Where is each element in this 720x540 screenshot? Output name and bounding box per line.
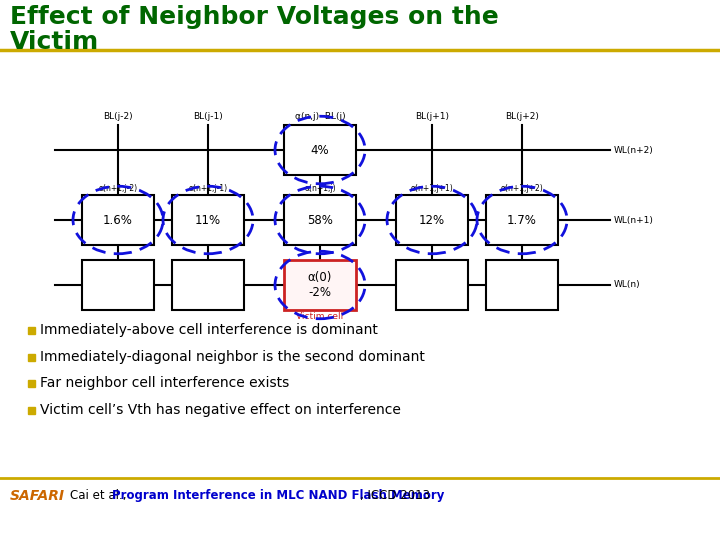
- Text: α(n+1,j-2): α(n+1,j-2): [99, 184, 138, 193]
- Text: Victim: Victim: [10, 30, 99, 54]
- Text: Immediately-diagonal neighbor is the second dominant: Immediately-diagonal neighbor is the sec…: [40, 350, 425, 364]
- Bar: [28, 327, 35, 334]
- Text: α(n,j)  BL(j): α(n,j) BL(j): [294, 112, 346, 121]
- Bar: [284, 195, 356, 245]
- Text: Far neighbor cell interference exists: Far neighbor cell interference exists: [40, 376, 289, 390]
- Text: α(n+1,j): α(n+1,j): [304, 184, 336, 193]
- Text: α(n+1,j-1): α(n+1,j-1): [189, 184, 228, 193]
- Bar: [82, 195, 154, 245]
- Bar: [28, 380, 35, 387]
- Text: α(0)
-2%: α(0) -2%: [308, 271, 332, 299]
- Text: , ICCD 2013: , ICCD 2013: [360, 489, 430, 503]
- Text: SAFARI: SAFARI: [10, 489, 65, 503]
- Text: Program Interference in MLC NAND Flash Memory: Program Interference in MLC NAND Flash M…: [112, 489, 444, 503]
- Text: Effect of Neighbor Voltages on the: Effect of Neighbor Voltages on the: [10, 5, 499, 29]
- Text: BL(j-2): BL(j-2): [103, 112, 132, 121]
- Text: WL(n+2): WL(n+2): [614, 145, 654, 154]
- Bar: [172, 260, 244, 310]
- Text: 1.7%: 1.7%: [507, 213, 537, 226]
- Bar: [172, 195, 244, 245]
- Text: WL(n+1): WL(n+1): [614, 215, 654, 225]
- Text: WL(n): WL(n): [614, 280, 641, 289]
- Bar: [396, 195, 468, 245]
- Text: BL(j+2): BL(j+2): [505, 112, 539, 121]
- Text: 12%: 12%: [419, 213, 445, 226]
- Text: 11%: 11%: [195, 213, 221, 226]
- Bar: [396, 260, 468, 310]
- Bar: [28, 407, 35, 414]
- Bar: [284, 260, 356, 310]
- Text: BL(j+1): BL(j+1): [415, 112, 449, 121]
- Text: BL(j-1): BL(j-1): [193, 112, 223, 121]
- Bar: [28, 354, 35, 361]
- Bar: [284, 125, 356, 175]
- Text: Victim cell’s Vth has negative effect on interference: Victim cell’s Vth has negative effect on…: [40, 403, 401, 417]
- Text: Immediately-above cell interference is dominant: Immediately-above cell interference is d…: [40, 323, 378, 337]
- Text: α(n+1,j+1): α(n+1,j+1): [410, 184, 454, 193]
- Text: α(n+1,j+2): α(n+1,j+2): [500, 184, 544, 193]
- Bar: [82, 260, 154, 310]
- Bar: [486, 195, 558, 245]
- Text: Cai et al.,: Cai et al.,: [70, 489, 130, 503]
- Bar: [486, 260, 558, 310]
- Text: 58%: 58%: [307, 213, 333, 226]
- Text: 1.6%: 1.6%: [103, 213, 133, 226]
- Text: 4%: 4%: [311, 144, 329, 157]
- Text: Victim cell: Victim cell: [297, 312, 343, 321]
